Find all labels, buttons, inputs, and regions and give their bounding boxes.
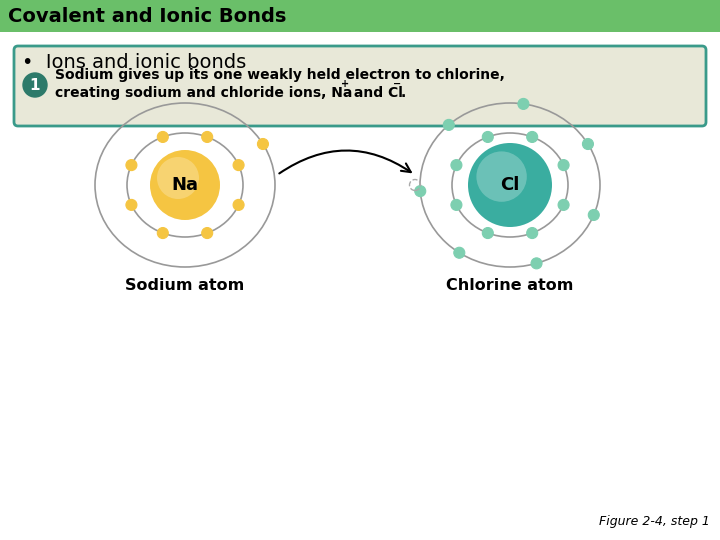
Circle shape xyxy=(482,131,493,143)
Circle shape xyxy=(126,199,137,211)
Circle shape xyxy=(126,160,137,171)
Circle shape xyxy=(524,162,535,173)
Circle shape xyxy=(454,247,465,258)
Circle shape xyxy=(527,227,538,239)
Circle shape xyxy=(160,197,171,208)
Text: •  Ions and ionic bonds: • Ions and ionic bonds xyxy=(22,52,246,71)
Text: Sodium atom: Sodium atom xyxy=(125,278,245,293)
Circle shape xyxy=(518,98,529,110)
Circle shape xyxy=(558,160,569,171)
Circle shape xyxy=(157,131,168,143)
Circle shape xyxy=(588,210,599,220)
Circle shape xyxy=(157,227,168,239)
Text: Cl: Cl xyxy=(500,176,520,194)
Text: −: − xyxy=(393,79,401,89)
Text: +: + xyxy=(341,79,349,89)
Text: Chlorine atom: Chlorine atom xyxy=(446,278,574,293)
Circle shape xyxy=(23,73,47,97)
Text: Figure 2-4, step 1: Figure 2-4, step 1 xyxy=(599,515,710,528)
Circle shape xyxy=(202,227,212,239)
Text: Covalent and Ionic Bonds: Covalent and Ionic Bonds xyxy=(8,6,287,25)
Circle shape xyxy=(258,138,269,150)
Circle shape xyxy=(150,150,220,220)
Circle shape xyxy=(415,186,426,197)
FancyBboxPatch shape xyxy=(14,46,706,126)
Circle shape xyxy=(531,258,542,269)
Text: creating sodium and chloride ions, Na: creating sodium and chloride ions, Na xyxy=(55,86,352,100)
Text: .: . xyxy=(401,86,406,100)
Circle shape xyxy=(468,143,552,227)
Circle shape xyxy=(451,199,462,211)
Text: 1: 1 xyxy=(30,78,40,92)
Circle shape xyxy=(233,160,244,171)
Circle shape xyxy=(477,151,527,202)
Circle shape xyxy=(199,162,210,173)
Text: and Cl: and Cl xyxy=(349,86,403,100)
Circle shape xyxy=(451,160,462,171)
Circle shape xyxy=(233,199,244,211)
Text: Sodium gives up its one weakly held electron to chlorine,: Sodium gives up its one weakly held elec… xyxy=(55,68,505,82)
Circle shape xyxy=(202,131,212,143)
FancyArrowPatch shape xyxy=(279,151,411,173)
Circle shape xyxy=(582,138,593,150)
Circle shape xyxy=(558,199,569,211)
Circle shape xyxy=(157,157,199,199)
Circle shape xyxy=(444,119,454,130)
Circle shape xyxy=(482,227,493,239)
Bar xyxy=(0,0,720,32)
Text: Na: Na xyxy=(171,176,199,194)
Circle shape xyxy=(485,197,495,208)
Circle shape xyxy=(527,131,538,143)
